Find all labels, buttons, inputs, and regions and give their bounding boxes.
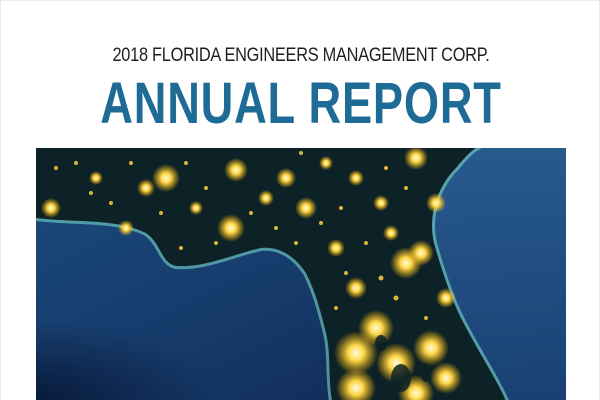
report-subtitle: 2018 FLORIDA ENGINEERS MANAGEMENT CORP. [112, 45, 490, 66]
florida-night-satellite-image [36, 148, 566, 400]
report-title: ANNUAL REPORT [100, 71, 502, 136]
satellite-image-graphic [36, 148, 566, 400]
